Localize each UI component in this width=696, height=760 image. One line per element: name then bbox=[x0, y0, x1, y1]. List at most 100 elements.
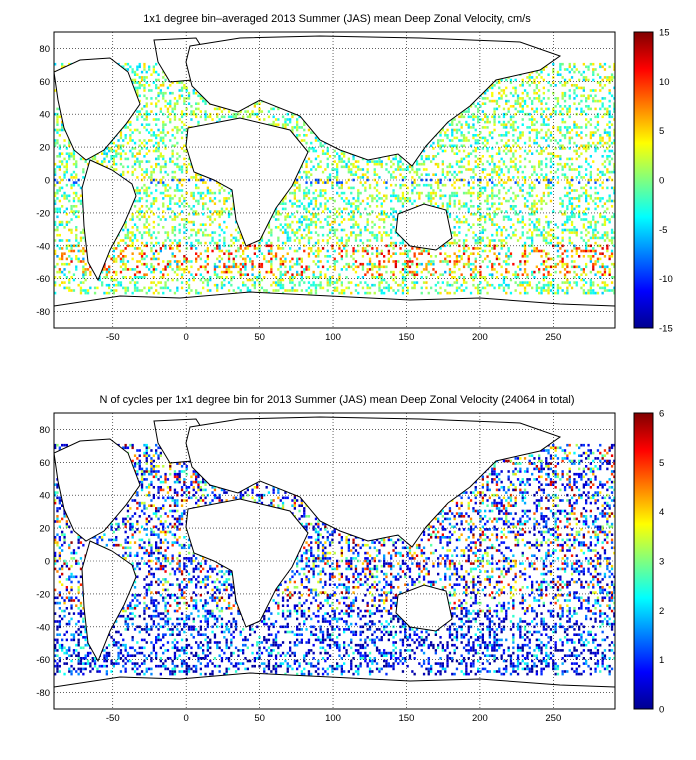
data-cell bbox=[286, 226, 289, 229]
data-cell bbox=[124, 134, 127, 137]
data-cell bbox=[589, 186, 592, 190]
data-cell bbox=[453, 194, 456, 198]
data-cell bbox=[484, 228, 487, 232]
data-cell bbox=[608, 268, 611, 271]
data-cell bbox=[582, 147, 585, 150]
data-cell bbox=[411, 270, 414, 274]
data-cell bbox=[321, 152, 325, 155]
data-cell bbox=[300, 236, 303, 240]
data-cell bbox=[545, 176, 548, 179]
data-cell bbox=[133, 205, 137, 208]
data-cell bbox=[406, 252, 409, 255]
data-cell bbox=[187, 157, 191, 161]
data-cell bbox=[430, 286, 433, 290]
data-cell bbox=[218, 212, 221, 216]
data-cell bbox=[112, 157, 115, 161]
data-cell bbox=[148, 286, 151, 290]
data-cell bbox=[129, 244, 132, 248]
data-cell bbox=[603, 239, 607, 242]
data-cell bbox=[140, 186, 144, 190]
data-cell bbox=[361, 265, 365, 269]
data-cell bbox=[336, 281, 339, 284]
data-cell bbox=[171, 149, 174, 153]
data-cell bbox=[319, 189, 322, 192]
data-cell bbox=[202, 191, 205, 195]
data-cell bbox=[326, 241, 329, 245]
data-cell bbox=[531, 181, 534, 184]
data-cell bbox=[608, 170, 611, 174]
data-cell bbox=[326, 239, 329, 242]
data-cell bbox=[479, 212, 482, 216]
data-cell bbox=[404, 197, 407, 200]
data-cell bbox=[303, 139, 306, 142]
data-cell bbox=[82, 176, 85, 179]
data-cell bbox=[124, 291, 127, 295]
data-cell bbox=[169, 260, 172, 263]
data-cell bbox=[350, 186, 353, 190]
data-cell bbox=[359, 168, 362, 171]
data-cell bbox=[150, 281, 153, 284]
data-cell bbox=[514, 162, 517, 166]
data-cell bbox=[484, 257, 487, 261]
data-cell bbox=[267, 223, 271, 226]
data-cell bbox=[368, 262, 372, 266]
data-cell bbox=[190, 241, 193, 245]
data-cell bbox=[465, 262, 468, 266]
data-cell bbox=[533, 170, 536, 174]
data-cell bbox=[415, 265, 419, 269]
data-cell bbox=[585, 183, 588, 187]
data-cell bbox=[169, 239, 172, 242]
data-cell bbox=[150, 233, 153, 237]
data-cell bbox=[230, 270, 233, 274]
data-cell bbox=[237, 249, 240, 253]
data-cell bbox=[338, 223, 341, 226]
data-cell bbox=[126, 268, 130, 271]
data-cell bbox=[357, 199, 360, 203]
data-cell bbox=[561, 165, 564, 169]
data-cell bbox=[56, 197, 59, 200]
data-cell bbox=[491, 273, 494, 276]
data-cell bbox=[538, 281, 541, 284]
data-cell bbox=[298, 257, 301, 261]
data-cell bbox=[587, 194, 590, 198]
data-cell bbox=[263, 276, 266, 279]
data-cell bbox=[474, 286, 477, 290]
data-cell bbox=[578, 210, 581, 213]
data-cell bbox=[509, 186, 513, 190]
data-cell bbox=[352, 173, 355, 176]
data-cell bbox=[307, 157, 311, 161]
data-cell bbox=[448, 139, 452, 142]
data-cell bbox=[150, 202, 153, 205]
data-cell bbox=[599, 197, 602, 200]
data-cell bbox=[63, 286, 66, 290]
data-cell bbox=[383, 231, 386, 234]
data-cell bbox=[462, 244, 466, 248]
data-cell bbox=[437, 291, 440, 295]
data-cell bbox=[333, 228, 336, 232]
data-cell bbox=[479, 191, 482, 195]
data-cell bbox=[394, 168, 397, 171]
data-cell bbox=[277, 226, 280, 229]
data-cell bbox=[117, 152, 120, 155]
data-cell bbox=[495, 152, 499, 155]
data-cell bbox=[324, 255, 327, 258]
data-cell bbox=[260, 265, 264, 269]
data-cell bbox=[528, 228, 531, 232]
data-cell bbox=[366, 268, 369, 271]
data-cell bbox=[573, 260, 576, 263]
data-cell bbox=[267, 252, 271, 255]
data-cell bbox=[458, 165, 461, 169]
data-cell bbox=[477, 218, 480, 221]
data-cell bbox=[152, 197, 155, 200]
data-cell bbox=[531, 270, 534, 274]
data-cell bbox=[314, 255, 318, 258]
data-cell bbox=[538, 160, 541, 163]
data-cell bbox=[462, 241, 466, 245]
data-cell bbox=[185, 220, 188, 224]
data-cell bbox=[479, 207, 482, 211]
data-cell bbox=[162, 244, 165, 248]
data-cell bbox=[538, 162, 541, 166]
data-cell bbox=[451, 183, 454, 187]
data-cell bbox=[234, 228, 238, 232]
data-cell bbox=[192, 276, 195, 279]
